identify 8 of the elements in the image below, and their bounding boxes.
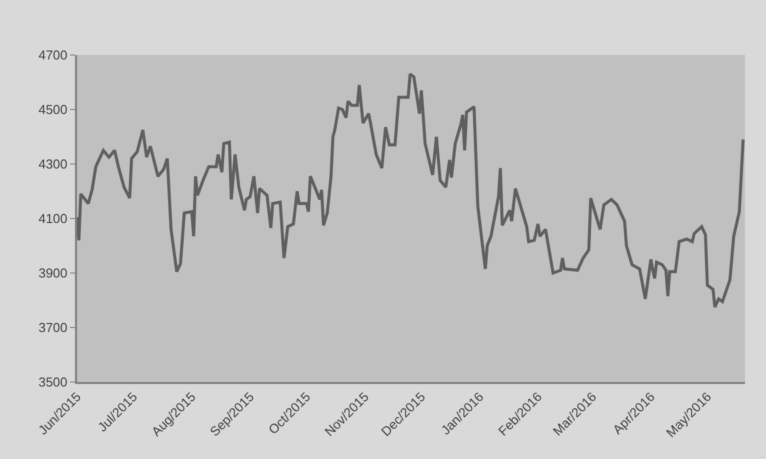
y-tick-label: 4500	[38, 102, 68, 118]
y-tick-label: 4300	[38, 156, 68, 172]
y-tick-label: 3700	[38, 320, 68, 336]
y-tick-label: 3900	[38, 266, 68, 281]
y-tick-label: 4700	[38, 48, 68, 63]
y-tick-label: 3500	[38, 374, 68, 390]
y-tick-label: 4100	[38, 211, 68, 226]
line-series	[77, 72, 745, 309]
